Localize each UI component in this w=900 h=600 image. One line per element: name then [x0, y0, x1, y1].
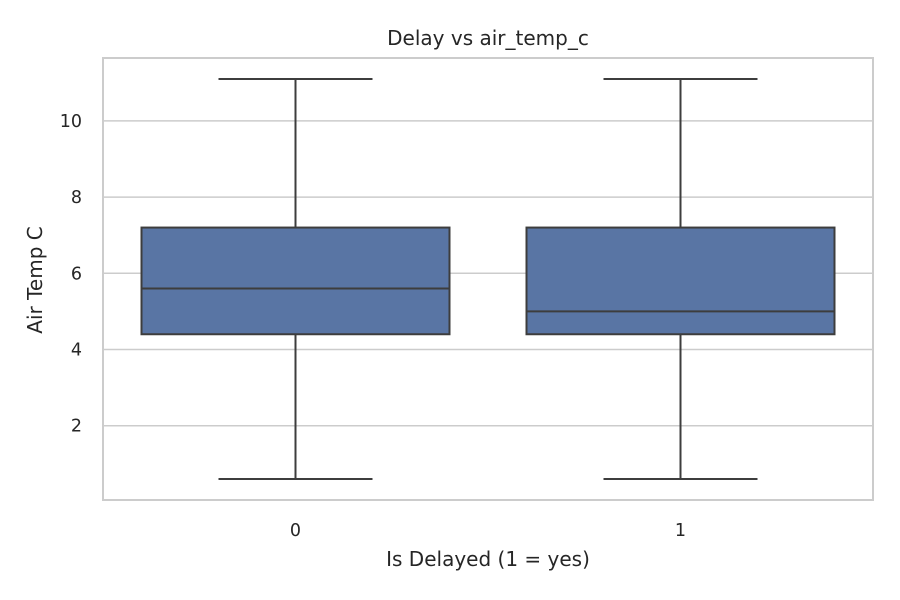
box-group-0	[140, 77, 451, 481]
y-tick-labels: 2 4 6 8 10	[60, 112, 82, 437]
plot-frame	[102, 57, 874, 501]
y-tick-label: 8	[71, 188, 82, 208]
y-tick-label: 10	[60, 112, 82, 132]
box-group-1	[525, 77, 836, 481]
iqr-box	[140, 226, 451, 336]
x-tick-label: 1	[675, 521, 686, 541]
boxes	[140, 77, 836, 481]
iqr-box	[525, 226, 836, 336]
y-tick-label: 4	[71, 340, 82, 360]
x-tick-label: 0	[290, 521, 301, 541]
y-axis-label: Air Temp C	[23, 226, 47, 333]
y-tick-label: 2	[71, 417, 82, 437]
x-axis-label: Is Delayed (1 = yes)	[386, 547, 590, 571]
y-tick-label: 6	[71, 264, 82, 284]
chart-title: Delay vs air_temp_c	[387, 26, 589, 50]
